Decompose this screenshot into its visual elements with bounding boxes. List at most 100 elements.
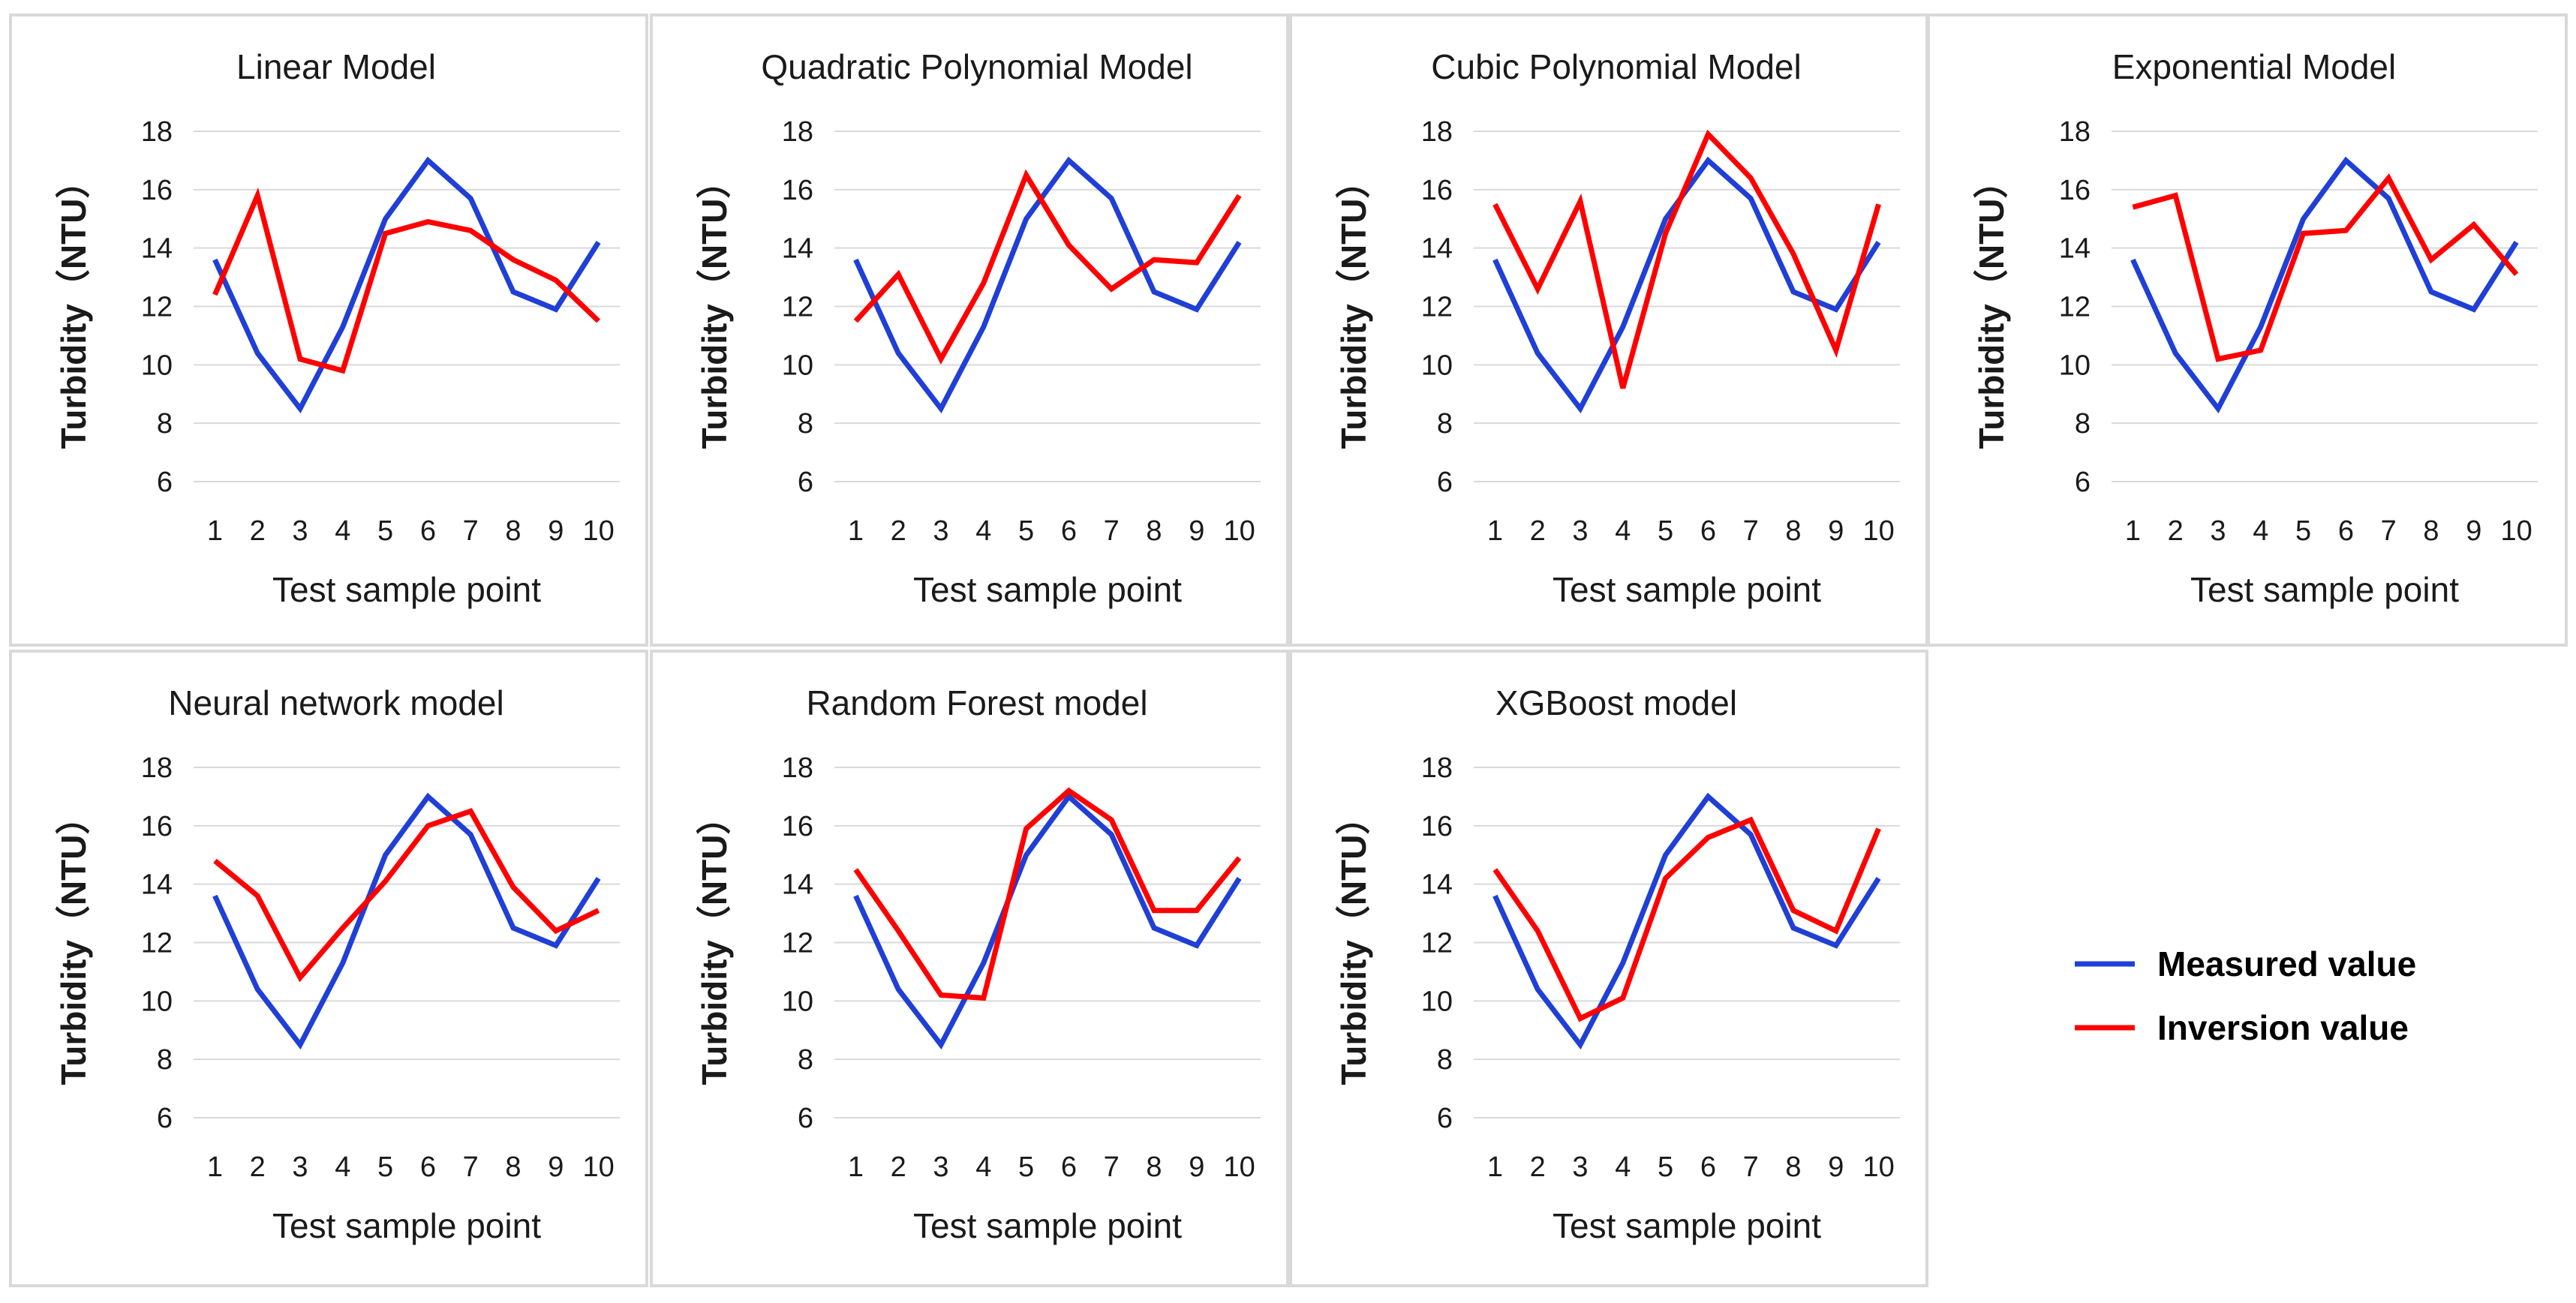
y-tick-label: 8 <box>157 408 173 440</box>
panel-frame <box>650 14 1289 647</box>
y-axis-label: Turbidity（NTU） <box>54 164 93 449</box>
y-axis-label: Turbidity（NTU） <box>695 800 734 1085</box>
legend-label-inversion: Inversion value <box>2157 1008 2409 1047</box>
y-tick-label: 12 <box>141 928 173 959</box>
chart-title: Random Forest model <box>806 683 1147 722</box>
x-axis-label: Test sample point <box>913 1206 1182 1245</box>
x-tick-label: 3 <box>292 515 308 547</box>
x-tick-label: 10 <box>1862 1151 1894 1183</box>
y-tick-label: 6 <box>157 467 173 498</box>
x-tick-label: 3 <box>292 1151 308 1183</box>
series-line-inversion <box>212 187 601 374</box>
y-tick-label: 18 <box>782 116 813 148</box>
x-axis-label: Test sample point <box>2190 570 2459 609</box>
y-tick-label: 18 <box>141 116 173 148</box>
x-tick-label: 3 <box>2210 515 2226 547</box>
chart-title: Exponential Model <box>2112 47 2396 86</box>
series-line-inversion <box>2132 173 2519 362</box>
x-tick-label: 3 <box>933 515 948 547</box>
x-tick-label: 1 <box>848 515 864 547</box>
y-tick-label: 10 <box>141 986 173 1017</box>
x-tick-label: 7 <box>463 1151 479 1183</box>
series-line-measured <box>1492 792 1881 1050</box>
y-tick-label: 6 <box>1437 1103 1453 1134</box>
x-tick-label: 7 <box>2381 515 2397 547</box>
x-tick-label: 9 <box>1828 1151 1844 1183</box>
legend-label-measured: Measured value <box>2157 944 2416 983</box>
x-tick-label: 4 <box>2253 515 2268 547</box>
x-axis-label: Test sample point <box>272 570 541 609</box>
series-line-inversion <box>1492 129 1881 389</box>
x-tick-label: 1 <box>1487 515 1503 547</box>
x-tick-label: 7 <box>1743 1151 1759 1183</box>
x-tick-label: 2 <box>891 1151 906 1183</box>
x-tick-label: 2 <box>891 515 906 547</box>
panel-frame <box>650 650 1289 1287</box>
y-axis-label: Turbidity（NTU） <box>54 800 93 1085</box>
y-tick-label: 10 <box>2059 350 2091 381</box>
x-axis-label: Test sample point <box>1553 1206 1821 1245</box>
y-tick-label: 12 <box>782 292 813 323</box>
y-tick-label: 12 <box>1421 292 1453 323</box>
x-tick-label: 1 <box>1487 1151 1503 1183</box>
chart-title: XGBoost model <box>1495 683 1737 722</box>
x-tick-label: 7 <box>1104 1151 1120 1183</box>
x-tick-label: 3 <box>1572 1151 1588 1183</box>
series-line-inversion <box>853 787 1242 1001</box>
y-tick-label: 18 <box>141 752 173 784</box>
series-line-inversion <box>213 808 600 983</box>
y-tick-label: 6 <box>2075 467 2091 498</box>
x-tick-label: 10 <box>1223 515 1255 547</box>
x-tick-label: 5 <box>1658 1151 1673 1183</box>
x-tick-label: 6 <box>1061 1151 1077 1183</box>
series-line-inversion <box>853 169 1242 365</box>
y-tick-label: 8 <box>798 1044 813 1076</box>
x-tick-label: 10 <box>1223 1151 1255 1183</box>
y-tick-label: 14 <box>141 869 173 901</box>
y-tick-label: 16 <box>782 811 813 842</box>
y-tick-label: 18 <box>782 752 813 784</box>
x-tick-label: 7 <box>1104 515 1120 547</box>
y-tick-label: 12 <box>782 928 813 959</box>
y-tick-label: 16 <box>141 175 173 206</box>
panel-frame <box>1927 14 2568 647</box>
y-axis-label: Turbidity（NTU） <box>695 164 734 449</box>
x-tick-label: 9 <box>548 515 564 547</box>
chart-title: Linear Model <box>236 47 436 86</box>
x-tick-label: 4 <box>975 515 991 547</box>
x-tick-label: 4 <box>1615 1151 1631 1183</box>
x-tick-label: 6 <box>420 515 436 547</box>
x-tick-label: 4 <box>335 515 350 547</box>
x-tick-label: 8 <box>1146 1151 1162 1183</box>
series-line-inversion <box>1492 816 1881 1022</box>
y-tick-label: 14 <box>141 233 173 265</box>
series-line-measured <box>2130 156 2519 414</box>
x-tick-label: 5 <box>377 1151 393 1183</box>
x-tick-label: 10 <box>1862 515 1894 547</box>
x-tick-label: 2 <box>250 515 266 547</box>
y-tick-label: 6 <box>1437 467 1453 498</box>
y-tick-label: 14 <box>1421 869 1453 901</box>
x-tick-label: 6 <box>2338 515 2354 547</box>
y-tick-label: 10 <box>782 986 813 1017</box>
chart-panel-2: Quadratic Polynomial Model 6 8 10 12 14 16 18 1 2… <box>650 14 1289 647</box>
y-tick-label: 10 <box>1421 986 1453 1017</box>
y-tick-label: 18 <box>2059 116 2091 148</box>
x-tick-label: 5 <box>1018 515 1034 547</box>
x-tick-label: 4 <box>335 1151 350 1183</box>
x-tick-label: 6 <box>1061 515 1077 547</box>
y-tick-label: 14 <box>782 869 813 901</box>
x-tick-label: 8 <box>1785 1151 1801 1183</box>
x-tick-label: 1 <box>207 1151 223 1183</box>
y-tick-label: 6 <box>157 1103 173 1134</box>
y-tick-label: 10 <box>782 350 813 381</box>
x-tick-label: 9 <box>1189 515 1204 547</box>
y-tick-label: 16 <box>1421 811 1453 842</box>
y-tick-label: 16 <box>2059 175 2091 206</box>
y-tick-label: 16 <box>141 811 173 842</box>
x-tick-label: 6 <box>1700 515 1716 547</box>
